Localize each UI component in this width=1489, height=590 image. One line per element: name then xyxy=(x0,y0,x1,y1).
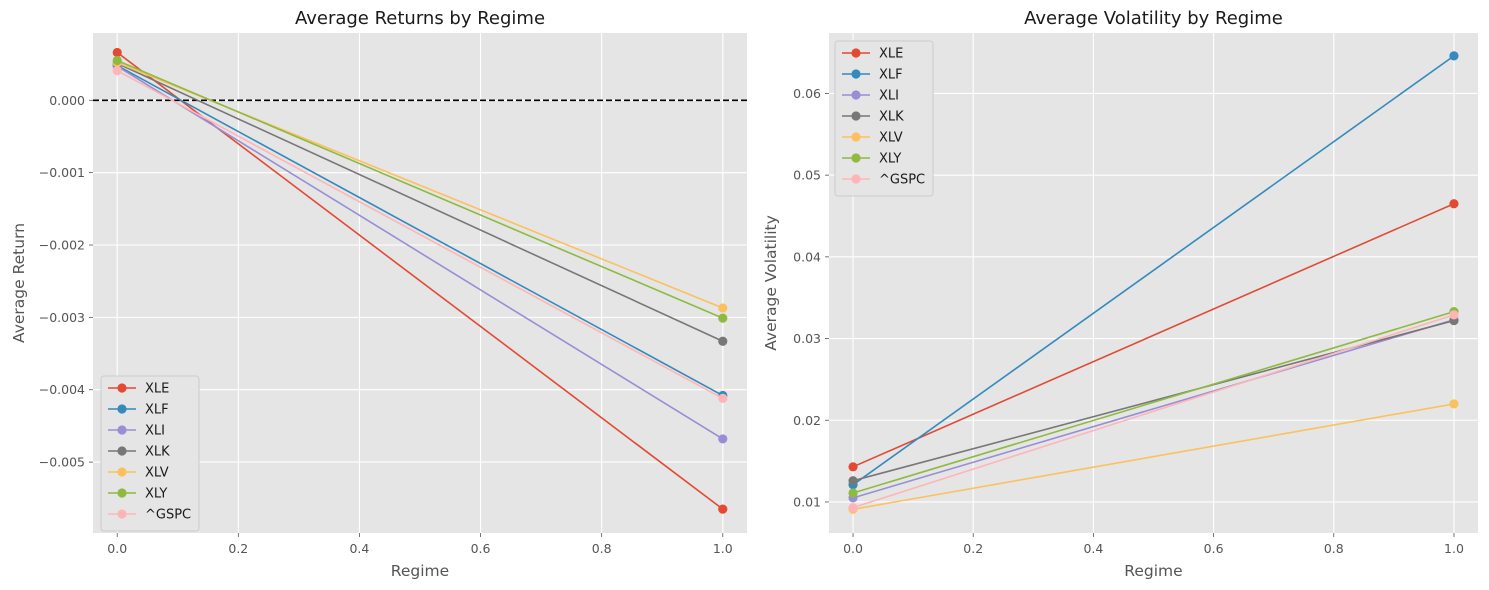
series-line xyxy=(852,314,1455,509)
x-tick-label: 0.8 xyxy=(1324,541,1344,556)
legend-label: XLI xyxy=(145,424,165,439)
volatility-grid xyxy=(829,33,1478,533)
data-point xyxy=(1449,51,1459,61)
x-tick-label: 0.2 xyxy=(228,541,248,556)
legend-label: XLE xyxy=(879,47,903,62)
returns-chart-title: Average Returns by Regime xyxy=(295,8,545,29)
x-tick-label: 0.4 xyxy=(1083,541,1103,556)
legend-label: XLF xyxy=(145,403,169,418)
y-tick-label: 0.02 xyxy=(793,413,821,428)
series-line xyxy=(116,59,724,319)
returns-legend: XLE XLF XLI XLK XLV XLY ^GSPC xyxy=(100,375,200,532)
y-tick-label: −0.004 xyxy=(39,382,85,397)
legend-marker xyxy=(851,69,861,79)
series-xle xyxy=(848,199,1459,472)
legend-marker xyxy=(851,90,861,100)
series-line xyxy=(852,55,1455,486)
x-tick-label: 0.2 xyxy=(963,541,983,556)
series-line xyxy=(116,65,724,440)
y-tick-label: 0.01 xyxy=(793,494,821,509)
data-point xyxy=(848,503,858,513)
data-point xyxy=(718,336,728,346)
data-point xyxy=(848,462,858,472)
data-point xyxy=(112,66,122,76)
volatility-x-axis-label: Regime xyxy=(1124,562,1182,580)
data-point xyxy=(718,504,728,514)
y-tick-label: 0.04 xyxy=(793,249,821,264)
legend-label: XLV xyxy=(145,466,169,481)
x-tick-label: 0.0 xyxy=(843,541,863,556)
legend-marker xyxy=(117,425,127,435)
volatility-chart: 0.0 0.2 0.4 0.6 0.8 1.0 0.01 0.02 0.03 0.04 0.05 0.… xyxy=(762,8,1478,580)
series-line xyxy=(852,203,1455,468)
legend-label: ^GSPC xyxy=(145,508,191,523)
series-line xyxy=(852,310,1455,494)
x-tick-label: 1.0 xyxy=(713,541,733,556)
legend-marker xyxy=(851,132,861,142)
data-point xyxy=(1449,310,1459,320)
series-line xyxy=(852,403,1455,511)
y-tick-label: 0.000 xyxy=(49,93,85,108)
legend-marker xyxy=(117,404,127,414)
legend-label: XLK xyxy=(879,110,904,125)
series-line xyxy=(116,69,724,400)
data-point xyxy=(1449,199,1459,209)
legend-label: XLF xyxy=(879,68,903,83)
series-line xyxy=(116,64,724,397)
x-tick-label: 0.8 xyxy=(592,541,612,556)
y-tick-label: 0.05 xyxy=(793,168,821,183)
legend-marker xyxy=(851,48,861,58)
data-point xyxy=(112,55,122,66)
legend-label: XLY xyxy=(879,152,901,167)
data-point xyxy=(718,313,728,323)
y-tick-label: −0.003 xyxy=(39,310,85,325)
volatility-chart-title: Average Volatility by Regime xyxy=(1024,8,1283,29)
series-gspc xyxy=(848,310,1459,513)
series-line xyxy=(116,62,724,342)
y-tick-label: 0.03 xyxy=(793,331,821,346)
volatility-y-axis-label: Average Volatility xyxy=(762,215,780,351)
volatility-legend: XLE XLF XLI XLK XLV XLY ^GSPC xyxy=(834,40,934,197)
legend-marker xyxy=(851,174,861,184)
data-point xyxy=(848,476,858,486)
legend-marker xyxy=(851,111,861,121)
legend-marker xyxy=(117,488,127,498)
x-tick-label: 0.6 xyxy=(1204,541,1224,556)
data-point xyxy=(718,303,728,313)
returns-grid xyxy=(93,33,747,533)
series-line xyxy=(852,318,1455,499)
legend-marker xyxy=(117,383,127,393)
x-tick-label: 0.6 xyxy=(471,541,491,556)
legend-label: XLY xyxy=(145,487,167,502)
series-xly xyxy=(112,55,728,323)
series-gspc xyxy=(112,66,728,404)
data-point xyxy=(112,47,122,58)
legend-label: XLE xyxy=(145,382,169,397)
x-tick-label: 0.0 xyxy=(107,541,127,556)
returns-y-axis-label: Average Return xyxy=(10,223,28,343)
legend-label: XLV xyxy=(879,131,903,146)
legend-label: ^GSPC xyxy=(879,173,925,188)
returns-x-axis-label: Regime xyxy=(391,562,449,580)
data-point xyxy=(848,488,858,498)
data-point xyxy=(718,393,728,404)
legend-label: XLK xyxy=(145,445,170,460)
y-tick-label: −0.005 xyxy=(39,455,85,470)
legend-label: XLI xyxy=(879,89,899,104)
y-tick-label: −0.002 xyxy=(39,238,85,253)
data-point xyxy=(718,434,728,444)
data-point xyxy=(1449,399,1459,409)
x-tick-label: 1.0 xyxy=(1444,541,1464,556)
x-tick-label: 0.4 xyxy=(349,541,369,556)
legend-marker xyxy=(851,153,861,163)
y-tick-label: 0.06 xyxy=(793,86,821,101)
y-tick-label: −0.001 xyxy=(39,165,85,180)
legend-marker xyxy=(117,467,127,477)
legend-marker xyxy=(117,509,127,519)
legend-marker xyxy=(117,446,127,456)
returns-chart: 0.0 0.2 0.4 0.6 0.8 1.0 0.000 −0.001 −0.002 −0.00… xyxy=(10,8,747,580)
